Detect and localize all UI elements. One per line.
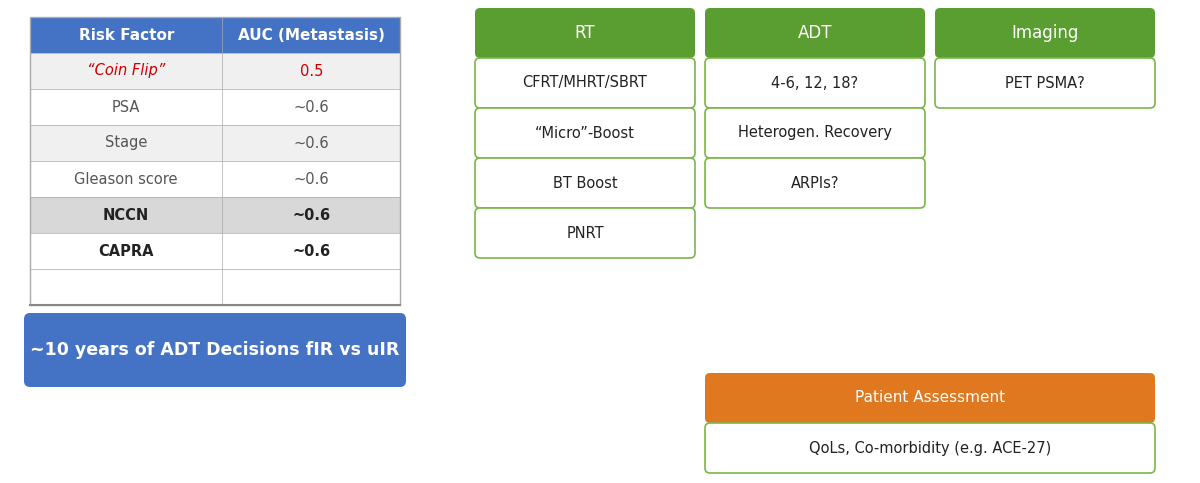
Text: BT Boost: BT Boost <box>553 175 617 190</box>
Text: Heterogen. Recovery: Heterogen. Recovery <box>738 126 892 141</box>
Text: PNRT: PNRT <box>566 226 604 241</box>
Text: Risk Factor: Risk Factor <box>78 28 174 43</box>
FancyBboxPatch shape <box>475 58 695 108</box>
Text: Imaging: Imaging <box>1012 24 1079 42</box>
FancyBboxPatch shape <box>475 108 695 158</box>
FancyBboxPatch shape <box>706 8 925 58</box>
Text: Patient Assessment: Patient Assessment <box>854 390 1006 406</box>
Text: “Micro”-Boost: “Micro”-Boost <box>535 126 635 141</box>
FancyBboxPatch shape <box>475 8 695 58</box>
Text: ~0.6: ~0.6 <box>293 136 329 151</box>
Text: 0.5: 0.5 <box>300 63 323 79</box>
Text: QoLs, Co-morbidity (e.g. ACE-27): QoLs, Co-morbidity (e.g. ACE-27) <box>809 440 1051 455</box>
Text: ARPIs?: ARPIs? <box>791 175 839 190</box>
Text: CAPRA: CAPRA <box>98 243 154 258</box>
Text: Stage: Stage <box>106 136 148 151</box>
Text: “Coin Flip”: “Coin Flip” <box>88 63 166 79</box>
Text: CFRT/MHRT/SBRT: CFRT/MHRT/SBRT <box>522 75 648 90</box>
FancyBboxPatch shape <box>475 158 695 208</box>
FancyBboxPatch shape <box>30 53 400 89</box>
FancyBboxPatch shape <box>30 197 400 233</box>
FancyBboxPatch shape <box>30 161 400 197</box>
Text: ~10 years of ADT Decisions fIR vs uIR: ~10 years of ADT Decisions fIR vs uIR <box>30 341 400 359</box>
FancyBboxPatch shape <box>475 208 695 258</box>
FancyBboxPatch shape <box>24 313 406 387</box>
Text: ADT: ADT <box>798 24 833 42</box>
FancyBboxPatch shape <box>706 58 925 108</box>
FancyBboxPatch shape <box>30 89 400 125</box>
FancyBboxPatch shape <box>935 58 1154 108</box>
FancyBboxPatch shape <box>706 158 925 208</box>
FancyBboxPatch shape <box>706 108 925 158</box>
Text: ~0.6: ~0.6 <box>292 208 330 223</box>
Text: ~0.6: ~0.6 <box>293 99 329 114</box>
Text: PSA: PSA <box>112 99 140 114</box>
Text: ~0.6: ~0.6 <box>293 171 329 186</box>
Text: PET PSMA?: PET PSMA? <box>1006 75 1085 90</box>
Text: ~0.6: ~0.6 <box>292 243 330 258</box>
FancyBboxPatch shape <box>30 17 400 53</box>
FancyBboxPatch shape <box>935 8 1154 58</box>
FancyBboxPatch shape <box>706 373 1154 423</box>
Text: AUC (Metastasis): AUC (Metastasis) <box>238 28 385 43</box>
Text: Gleason score: Gleason score <box>74 171 178 186</box>
FancyBboxPatch shape <box>30 125 400 161</box>
FancyBboxPatch shape <box>30 233 400 269</box>
Text: NCCN: NCCN <box>103 208 149 223</box>
FancyBboxPatch shape <box>706 423 1154 473</box>
Text: 4-6, 12, 18?: 4-6, 12, 18? <box>772 75 858 90</box>
Text: RT: RT <box>575 24 595 42</box>
